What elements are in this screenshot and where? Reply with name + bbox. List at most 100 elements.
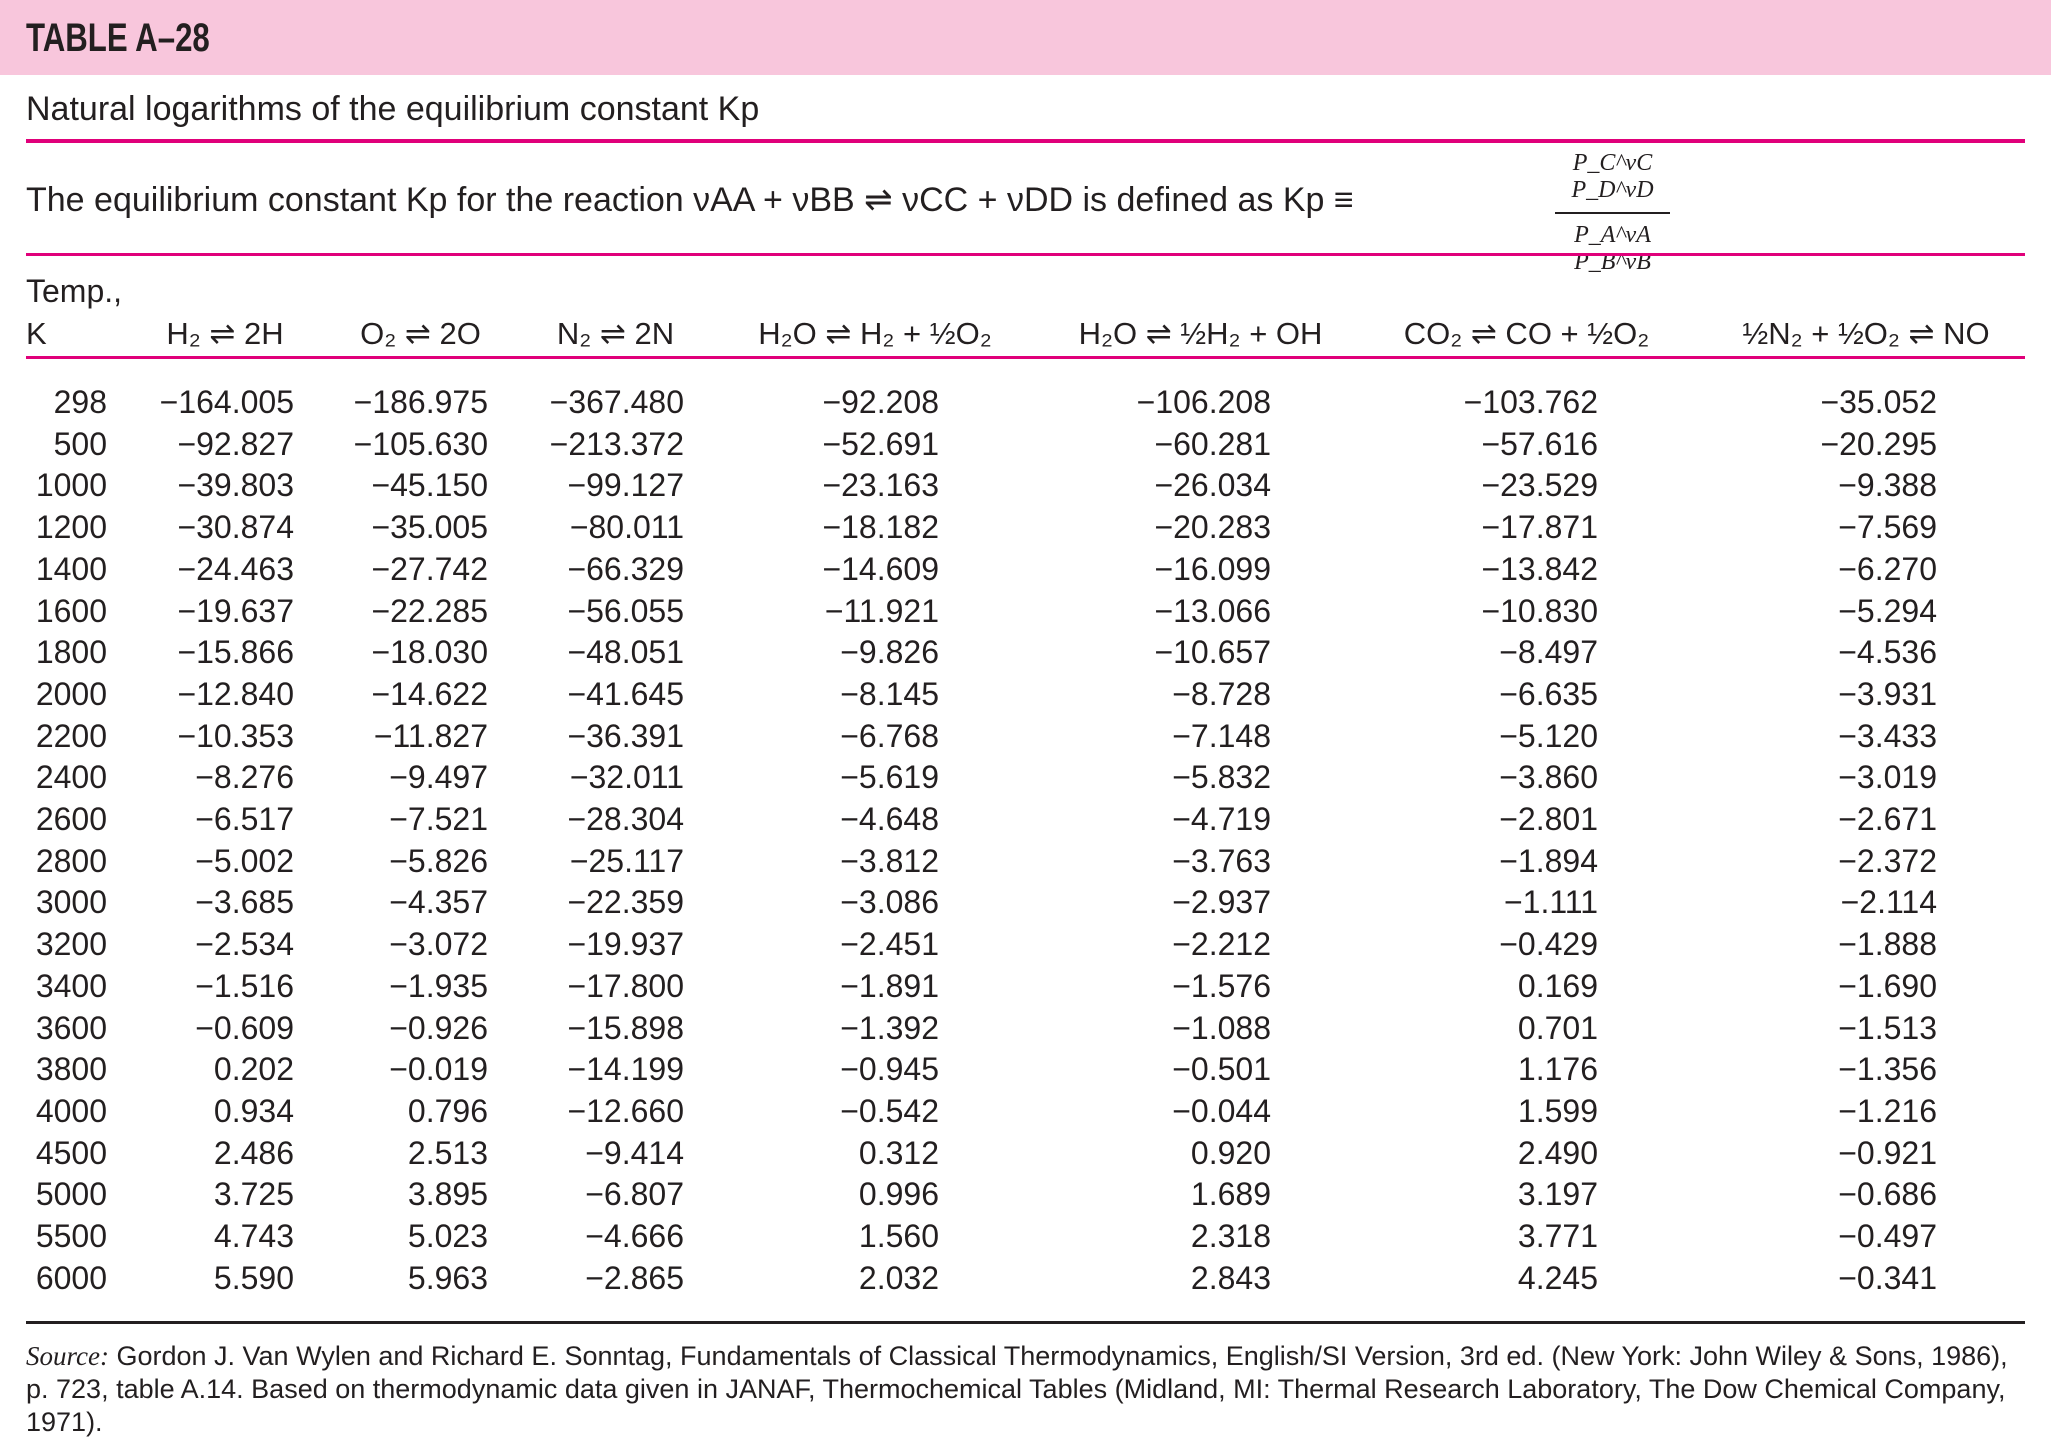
value-cell: −27.742 [371, 550, 488, 587]
value-cell: −52.691 [822, 425, 939, 462]
fraction-denominator: P_A^νA P_B^νB [1574, 222, 1651, 275]
value-cell: −45.150 [371, 467, 488, 504]
value-cell: −56.055 [567, 592, 684, 629]
value-cell: −41.645 [567, 675, 684, 712]
table-title: TABLE A–28 [26, 16, 210, 60]
value-cell: −10.657 [1154, 634, 1271, 671]
temperature-cell: 3200 [35, 926, 107, 963]
value-cell: −25.117 [569, 842, 684, 879]
value-cell: −0.926 [389, 1009, 488, 1046]
value-cell: −186.975 [353, 384, 488, 420]
fraction-numerator: P_C^νC P_D^νD [1571, 150, 1654, 203]
value-cell: −2.937 [1172, 884, 1271, 921]
value-cell: 5.023 [407, 1218, 488, 1254]
divider [26, 139, 2025, 143]
value-cell: −5.120 [1499, 717, 1598, 754]
value-cell: −9.414 [585, 1134, 684, 1171]
temperature-cell: 4500 [35, 1134, 107, 1171]
value-cell: −3.019 [1838, 759, 1937, 796]
value-cell: −0.542 [840, 1092, 939, 1129]
value-cell: −18.182 [822, 509, 939, 546]
value-cell: −1.690 [1838, 967, 1937, 1004]
divider [26, 1321, 2025, 1324]
value-cell: 0.701 [1517, 1009, 1598, 1046]
value-cell: −2.114 [1840, 884, 1937, 921]
value-cell: −18.030 [371, 634, 488, 671]
value-cell: −1.088 [1172, 1009, 1271, 1046]
value-cell: −9.388 [1838, 467, 1937, 504]
temperature-cell: 1800 [35, 634, 107, 671]
value-cell: −1.111 [1503, 884, 1598, 921]
value-cell: −1.888 [1838, 926, 1937, 963]
value-cell: −80.011 [569, 509, 684, 546]
temperature-cell: 3400 [35, 967, 107, 1004]
value-cell: −3.860 [1499, 759, 1598, 796]
value-cell: 0.169 [1517, 967, 1598, 1004]
value-cell: −57.616 [1481, 425, 1598, 462]
temperature-cell: 3800 [35, 1051, 107, 1088]
value-cell: −0.609 [195, 1009, 294, 1046]
temp-label: Temp., [26, 273, 123, 309]
value-cell: −30.874 [177, 509, 294, 546]
value-cell: 3.895 [407, 1176, 488, 1213]
value-cell: −2.451 [840, 926, 939, 963]
value-cell: −3.812 [840, 842, 939, 879]
value-cell: −8.728 [1172, 675, 1271, 712]
divider [26, 253, 2025, 256]
value-cell: −3.433 [1838, 717, 1937, 754]
value-cell: 1.176 [1517, 1051, 1598, 1088]
value-cell: −35.005 [371, 509, 488, 546]
value-cell: −6.517 [195, 801, 294, 837]
value-cell: −22.285 [371, 592, 488, 629]
value-cell: −20.295 [1820, 425, 1937, 462]
value-cell: 2.490 [1517, 1134, 1598, 1171]
definition-text: The equilibrium constant Kp for the reac… [26, 181, 1354, 219]
value-cell: −12.840 [177, 675, 294, 712]
value-cell: −2.671 [1838, 801, 1937, 837]
value-cell: −39.803 [177, 467, 294, 504]
value-cell: −8.276 [195, 759, 294, 796]
column-header: H₂O ⇌ H₂ + ½O₂ [758, 316, 992, 351]
value-cell: −3.685 [195, 884, 294, 921]
value-cell: 5.590 [213, 1259, 294, 1296]
value-cell: −5.832 [1172, 759, 1271, 796]
temperature-cell: 1200 [35, 509, 107, 546]
value-cell: 1.599 [1517, 1092, 1598, 1129]
value-cell: −106.208 [1136, 384, 1271, 420]
value-cell: −11.827 [373, 717, 488, 754]
value-cell: 0.312 [858, 1134, 939, 1171]
value-cell: −28.304 [567, 801, 684, 837]
value-cell: 4.245 [1517, 1259, 1598, 1296]
value-cell: −1.891 [840, 967, 939, 1004]
value-cell: −2.801 [1499, 801, 1598, 837]
value-cell: −10.830 [1481, 592, 1598, 629]
value-cell: −48.051 [567, 634, 684, 671]
value-cell: −17.871 [1481, 509, 1598, 546]
value-cell: −5.619 [840, 759, 939, 796]
value-cell: −0.019 [389, 1051, 488, 1088]
temperature-cell: 5500 [35, 1218, 107, 1254]
temperature-cell: 2800 [35, 842, 107, 879]
value-cell: −60.281 [1154, 425, 1271, 462]
value-cell: −13.842 [1481, 550, 1598, 587]
value-cell: −1.392 [840, 1009, 939, 1046]
value-cell: −8.497 [1499, 634, 1598, 671]
source-note: Source: Gordon J. Van Wylen and Richard … [26, 1340, 2025, 1439]
value-cell: −3.931 [1838, 675, 1937, 712]
value-cell: −3.072 [389, 926, 488, 963]
value-cell: −22.359 [567, 884, 684, 921]
value-cell: −7.148 [1172, 717, 1271, 754]
value-cell: −0.341 [1838, 1259, 1937, 1296]
value-cell: −7.569 [1838, 509, 1937, 546]
value-cell: −1.216 [1838, 1092, 1937, 1129]
value-cell: −0.921 [1838, 1134, 1937, 1171]
value-cell: −2.865 [585, 1259, 684, 1296]
value-cell: −2.212 [1172, 926, 1271, 963]
value-cell: 3.197 [1517, 1176, 1598, 1213]
value-cell: 3.725 [213, 1176, 294, 1213]
divider [26, 356, 2025, 359]
value-cell: −24.463 [177, 550, 294, 587]
source-text: Gordon J. Van Wylen and Richard E. Sonnt… [26, 1341, 2008, 1437]
column-header: H₂O ⇌ ½H₂ + OH [1078, 316, 1323, 351]
value-cell: −15.866 [177, 634, 294, 671]
